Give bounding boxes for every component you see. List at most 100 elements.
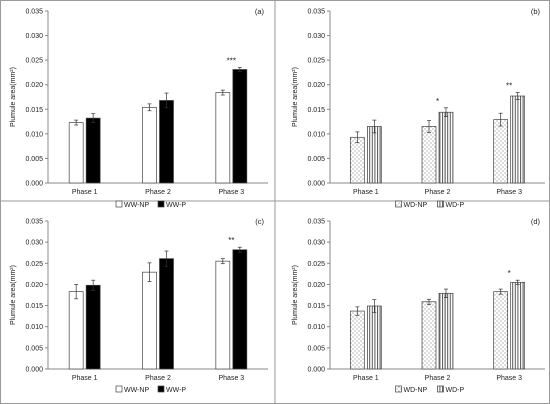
y-tick-label: 0.025 [307, 58, 325, 65]
x-tick-label: Phase 2 [145, 189, 171, 196]
legend-label: WW-NP [124, 387, 149, 394]
y-tick-label: 0.015 [307, 107, 325, 114]
x-tick-label: Phase 3 [496, 375, 522, 382]
bar-ww-p [159, 258, 174, 370]
y-tick-label: 0.025 [307, 261, 325, 268]
y-axis-label: Plumule area(mm²) [10, 265, 17, 325]
x-tick-label: Phase 1 [353, 375, 379, 382]
y-axis-label: Plumule area(mm²) [10, 67, 17, 127]
y-tick-label: 0.035 [307, 219, 325, 226]
significance-marker: *** [227, 57, 236, 66]
bar-ww-p [232, 249, 248, 370]
legend-swatch [157, 385, 165, 393]
legend-swatch [395, 385, 402, 393]
y-tick-label: 0.030 [307, 33, 325, 40]
chart-panel-d: 0.000 0.005 0.010 0.015 0.020 0.025 0.030 0.035… [292, 217, 545, 394]
legend-swatch [115, 200, 123, 208]
x-tick-label: Phase 1 [353, 189, 379, 196]
y-tick-label: 0.035 [307, 9, 325, 16]
bar-wd-np [349, 310, 365, 370]
y-tick-label: 0.020 [25, 282, 43, 289]
legend-label: WW-P [166, 387, 186, 394]
bar-ww-np [215, 260, 231, 370]
bar-wd-p [510, 281, 526, 370]
x-tick-label: Phase 3 [218, 189, 244, 196]
bar-wd-np [349, 136, 365, 184]
bar-ww-np [68, 122, 84, 184]
y-tick-label: 0.010 [25, 131, 43, 138]
legend-label: WD-NP [404, 387, 428, 394]
bar-wd-p [366, 305, 382, 370]
panel-label: (a) [255, 7, 265, 16]
y-axis-label: Plumule area(mm²) [292, 265, 299, 325]
chart-panel-b: 0.000 0.005 0.010 0.015 0.020 0.025 0.030 0.035… [292, 7, 545, 209]
chart-panel-a: 0.000 0.005 0.010 0.015 0.020 0.025 0.030 0.035… [10, 7, 268, 209]
y-tick-label: 0.000 [25, 367, 43, 374]
y-tick-label: 0.025 [25, 261, 43, 268]
y-tick-label: 0.030 [25, 33, 43, 40]
bar-wd-np [421, 301, 437, 370]
y-tick-label: 0.035 [25, 219, 43, 226]
y-tick-label: 0.010 [25, 324, 43, 331]
y-tick-label: 0.005 [307, 345, 325, 352]
bar-wd-p [366, 126, 382, 184]
y-tick-label: 0.020 [307, 82, 325, 89]
bar-wd-np [493, 119, 509, 184]
y-tick-label: 0.000 [25, 181, 43, 188]
y-tick-label: 0.015 [307, 303, 325, 310]
legend-label: WD-P [446, 387, 465, 394]
y-tick-label: 0.010 [307, 324, 325, 331]
x-tick-label: Phase 1 [72, 189, 98, 196]
significance-marker: * [508, 269, 511, 278]
y-tick-label: 0.020 [307, 282, 325, 289]
x-tick-label: Phase 2 [145, 375, 171, 382]
significance-marker: ** [228, 236, 234, 245]
panel-label: (b) [531, 7, 541, 16]
y-tick-label: 0.000 [307, 367, 325, 374]
y-tick-label: 0.035 [25, 9, 43, 16]
chart-panel-c: 0.000 0.005 0.010 0.015 0.020 0.025 0.030 0.035… [10, 217, 268, 394]
panel-label: (d) [531, 217, 541, 226]
bar-wd-p [438, 111, 454, 184]
y-axis-label: Plumule area(mm²) [292, 67, 299, 127]
legend-swatch [115, 385, 123, 393]
y-tick-label: 0.030 [307, 240, 325, 247]
legend-swatch [157, 200, 165, 208]
bar-ww-np [215, 92, 231, 184]
y-tick-label: 0.005 [307, 156, 325, 163]
legend-label: WW-P [166, 202, 186, 209]
bar-ww-np [142, 271, 157, 370]
legend-swatch [437, 200, 444, 208]
bar-ww-p [85, 284, 101, 370]
y-tick-label: 0.005 [25, 156, 43, 163]
y-tick-label: 0.015 [25, 303, 43, 310]
legend-label: WW-NP [124, 202, 149, 209]
x-tick-label: Phase 2 [425, 189, 451, 196]
bar-wd-np [421, 126, 437, 184]
y-tick-label: 0.015 [25, 107, 43, 114]
legend-swatch [437, 385, 444, 393]
y-tick-label: 0.000 [307, 181, 325, 188]
x-tick-label: Phase 3 [496, 189, 522, 196]
y-tick-label: 0.030 [25, 240, 43, 247]
bar-wd-np [493, 291, 509, 370]
bar-ww-p [232, 69, 248, 184]
bar-ww-p [85, 117, 101, 184]
y-tick-label: 0.020 [25, 82, 43, 89]
y-tick-label: 0.010 [307, 131, 325, 138]
bar-ww-p [159, 100, 174, 184]
bar-wd-p [510, 95, 526, 184]
significance-marker: ** [506, 82, 512, 91]
bar-wd-p [438, 292, 454, 370]
bar-ww-np [142, 106, 157, 184]
x-tick-label: Phase 3 [218, 375, 244, 382]
legend-swatch [395, 200, 402, 208]
legend-label: WD-NP [404, 202, 428, 209]
panel-label: (c) [255, 217, 264, 226]
x-tick-label: Phase 2 [425, 375, 451, 382]
x-tick-label: Phase 1 [72, 375, 98, 382]
y-tick-label: 0.005 [25, 345, 43, 352]
y-tick-label: 0.025 [25, 58, 43, 65]
legend-label: WD-P [446, 202, 465, 209]
